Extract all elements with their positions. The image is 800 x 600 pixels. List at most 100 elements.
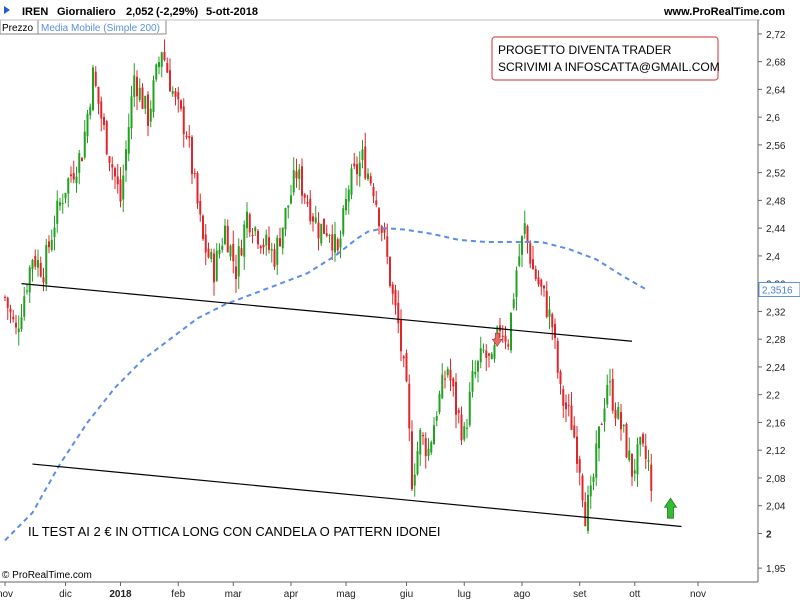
candle-down — [625, 423, 628, 458]
candle-down — [584, 501, 587, 527]
candle-up — [152, 80, 155, 113]
price-legend[interactable]: Prezzo — [2, 23, 34, 34]
candle-up — [31, 260, 34, 269]
candle-down — [551, 313, 554, 328]
candle-up — [334, 234, 336, 253]
candle-down — [6, 297, 9, 308]
candle-up — [298, 169, 301, 180]
y-tick-label: 2,4 — [766, 252, 780, 263]
candle-down — [191, 136, 193, 175]
candle-down — [163, 51, 166, 61]
candle-up — [342, 208, 345, 235]
ma-legend[interactable]: Media Mobile (Simple 200) — [41, 23, 160, 34]
candle-down — [317, 222, 320, 239]
candle-down — [504, 335, 507, 342]
candle-up — [413, 474, 416, 486]
candle-down — [105, 121, 108, 155]
candle-down — [169, 70, 171, 92]
candle-down — [353, 163, 356, 167]
y-tick-label: 2,16 — [766, 418, 786, 429]
candle-down — [526, 226, 529, 242]
x-tick-label: feb — [171, 589, 185, 600]
candle-down — [581, 475, 584, 501]
candle-up — [510, 312, 512, 351]
y-tick-label: 2,12 — [766, 446, 786, 457]
candle-up — [474, 372, 477, 375]
ticker-arrow-icon[interactable] — [4, 6, 10, 14]
candle-down — [600, 423, 603, 425]
candle-up — [606, 384, 609, 405]
candle-down — [180, 100, 182, 109]
y-tick-label: 2,48 — [766, 196, 786, 207]
candle-down — [108, 156, 111, 163]
candle-up — [130, 96, 133, 129]
candle-up — [471, 370, 474, 392]
period-label[interactable]: Giornaliero — [57, 6, 116, 18]
candle-up — [466, 427, 468, 429]
candle-up — [122, 175, 125, 200]
candle-down — [273, 249, 276, 267]
candle-down — [34, 256, 37, 267]
candle-down — [213, 253, 215, 283]
lower-channel-line[interactable] — [32, 463, 682, 528]
candle-up — [50, 239, 53, 250]
candle-down — [383, 228, 386, 233]
moving-average-200-line — [4, 227, 647, 542]
candle-up — [133, 75, 136, 97]
up-arrow-marker — [663, 497, 678, 519]
candle-up — [603, 408, 606, 423]
candle-down — [501, 335, 504, 337]
ticker-label[interactable]: IREN — [22, 6, 48, 18]
candle-up — [246, 211, 248, 229]
candle-down — [111, 164, 114, 168]
candle-up — [229, 245, 232, 257]
candle-down — [323, 218, 325, 234]
upper-channel-line[interactable] — [21, 283, 633, 342]
x-axis: nov dic 2018 feb mar apr mag giu lug ago set ott nov — [0, 582, 706, 600]
candle-up — [490, 353, 493, 360]
candle-up — [26, 290, 28, 292]
candle-down — [309, 198, 312, 222]
y-tick-label: 1,95 — [766, 564, 786, 575]
candle-down — [372, 186, 375, 197]
promo-annotation: PROGETTO DIVENTA TRADER SCRIVIMI A INFOS… — [491, 36, 720, 81]
y-tick-label: 2,64 — [766, 85, 786, 96]
candle-up — [512, 299, 515, 308]
candle-down — [336, 239, 339, 251]
candle-up — [23, 296, 26, 317]
candle-up — [468, 391, 471, 426]
y-tick-label: 2,52 — [766, 169, 786, 180]
y-tick-label: 2,08 — [766, 474, 786, 485]
header-date: 5-ott-2018 — [206, 6, 258, 18]
candle-down — [400, 319, 402, 352]
copyright-label: © ProRealTime.com — [2, 570, 92, 581]
candle-down — [565, 402, 567, 410]
candle-up — [149, 108, 152, 122]
x-tick-label: ott — [629, 589, 640, 600]
candle-down — [543, 285, 545, 289]
ma-value-tag: 2,3516 — [758, 281, 800, 297]
candle-down — [578, 459, 581, 473]
candle-up — [592, 476, 595, 482]
candle-down — [507, 344, 510, 347]
candle-down — [620, 412, 622, 430]
candle-down — [444, 378, 446, 380]
candle-up — [477, 361, 479, 372]
candle-down — [15, 322, 17, 328]
candle-down — [452, 378, 455, 387]
candle-down — [185, 135, 188, 138]
x-tick-label: mar — [225, 589, 243, 600]
candle-down — [207, 248, 210, 258]
candle-down — [147, 94, 149, 126]
x-tick-label: nov — [0, 589, 13, 600]
y-tick-label: 2,2 — [766, 391, 780, 402]
candle-up — [350, 168, 353, 195]
candle-down — [325, 233, 328, 236]
candle-down — [642, 434, 644, 444]
x-tick-label: 2018 — [109, 589, 132, 600]
candle-up — [89, 106, 92, 116]
down-arrow-marker — [491, 332, 503, 347]
candle-up — [125, 149, 127, 171]
candle-up — [515, 270, 518, 297]
